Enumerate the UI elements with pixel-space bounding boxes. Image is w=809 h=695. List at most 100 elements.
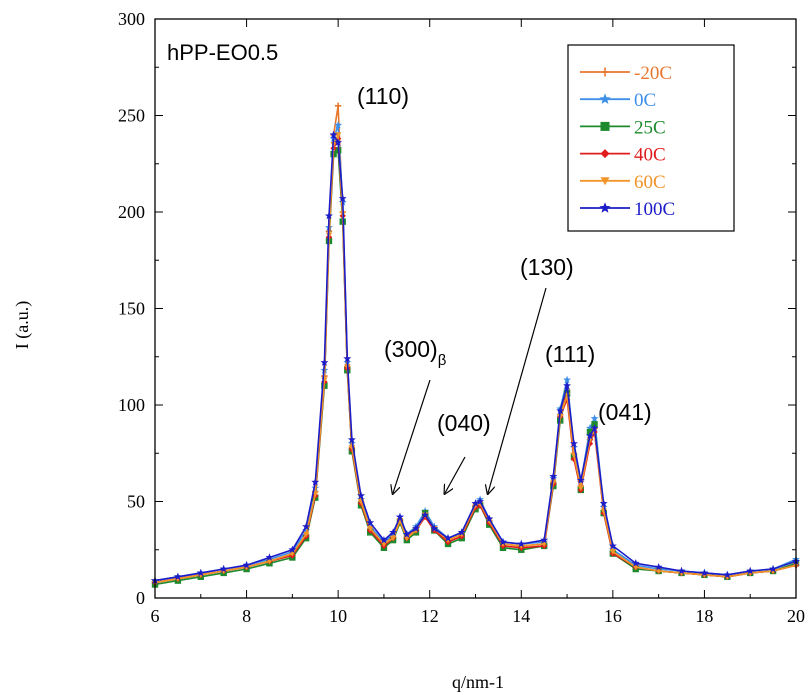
data-point <box>338 194 347 202</box>
data-point <box>347 435 356 444</box>
legend-item: -20C <box>580 63 672 84</box>
x-axis-title: q/nm-1 <box>452 672 504 692</box>
series-line <box>154 134 797 582</box>
data-point <box>586 424 594 432</box>
data-point <box>265 553 274 561</box>
data-point <box>586 431 594 440</box>
data-point <box>396 512 404 521</box>
y-tick-label: 300 <box>118 9 145 29</box>
legend-box <box>567 44 735 232</box>
data-point <box>320 358 329 366</box>
data-point <box>457 528 466 536</box>
data-point <box>723 570 732 579</box>
legend-label: 0C <box>634 90 656 111</box>
data-point <box>196 568 205 577</box>
y-tick-label: 0 <box>136 588 145 608</box>
data-point <box>412 524 420 532</box>
y-tick-label: 150 <box>118 299 145 319</box>
annotation-300-main: (300) <box>384 336 438 362</box>
x-tick-label: 10 <box>329 606 347 626</box>
data-point <box>590 414 599 422</box>
data-point <box>700 568 709 577</box>
data-point <box>311 478 320 486</box>
x-tick-label: 20 <box>787 606 805 626</box>
legend-label: 100C <box>634 199 675 220</box>
legend-item: 0C <box>580 90 656 111</box>
legend-item: 40C <box>580 145 666 166</box>
data-point <box>563 375 571 384</box>
data-point <box>242 561 251 569</box>
data-point <box>343 354 352 362</box>
y-tick-label: 250 <box>118 106 145 126</box>
data-point <box>421 510 430 519</box>
annotation-300-sub: β <box>438 352 447 369</box>
legend-item: 100C <box>580 199 675 220</box>
data-point <box>556 406 565 415</box>
data-point <box>389 528 397 536</box>
series-100C <box>151 130 800 584</box>
data-point <box>485 514 494 523</box>
annotation-110: (110) <box>357 83 409 109</box>
plot-marks <box>151 102 800 588</box>
data-point <box>302 531 310 538</box>
y-tick-label: 100 <box>118 395 145 415</box>
data-point <box>631 559 640 567</box>
legend-swatch-marker <box>600 67 610 77</box>
legend-item: 25C <box>580 117 666 138</box>
x-tick-label: 12 <box>421 606 439 626</box>
data-point <box>402 530 411 538</box>
annotation-130: (130) <box>520 254 574 280</box>
legend-label: 25C <box>634 117 666 138</box>
x-tick-label: 8 <box>242 606 251 626</box>
legend-item: 60C <box>580 172 666 193</box>
data-point <box>219 564 228 573</box>
legend-swatch-marker <box>599 202 611 213</box>
legend-swatch-marker <box>600 177 610 186</box>
legend-label: 60C <box>634 172 666 193</box>
data-point <box>570 439 578 447</box>
data-point <box>329 130 338 139</box>
data-point <box>430 524 439 532</box>
arrow-130 <box>488 287 547 493</box>
data-point <box>550 479 557 486</box>
x-tick-label: 16 <box>604 606 622 626</box>
legend-label: 40C <box>634 145 666 166</box>
data-point <box>599 499 608 507</box>
data-point <box>325 211 333 220</box>
legend: -20C 0C 25C 40C 60C 100C <box>567 44 735 232</box>
arrow-040 <box>445 456 466 493</box>
data-point <box>746 566 755 575</box>
data-point <box>471 499 480 507</box>
x-tick-label: 6 <box>151 606 160 626</box>
x-tick-label: 14 <box>512 606 530 626</box>
data-point <box>380 535 388 544</box>
data-point <box>173 572 182 581</box>
data-point <box>769 564 778 573</box>
data-point <box>654 563 663 571</box>
data-point <box>576 476 585 484</box>
y-axis-title: I (a.u.) <box>12 301 33 349</box>
annotation-300: (300)β <box>384 336 447 369</box>
data-point <box>334 102 342 110</box>
data-point <box>677 566 686 575</box>
data-point <box>577 485 585 492</box>
annotation-111: (111) <box>545 341 595 367</box>
legend-swatch-marker <box>600 121 610 131</box>
data-point <box>334 138 343 146</box>
data-point <box>499 537 507 546</box>
y-tick-label: 200 <box>118 202 145 222</box>
data-point <box>366 518 375 527</box>
legend-swatch-marker <box>600 149 610 159</box>
data-point <box>540 535 549 544</box>
legend-label: -20C <box>634 63 672 84</box>
data-point <box>302 522 310 530</box>
data-point <box>288 545 297 554</box>
data-point <box>389 535 397 542</box>
data-point <box>476 497 484 505</box>
data-point <box>590 424 599 432</box>
data-point <box>549 472 558 480</box>
x-tick-label: 18 <box>695 606 713 626</box>
data-point <box>366 525 374 532</box>
